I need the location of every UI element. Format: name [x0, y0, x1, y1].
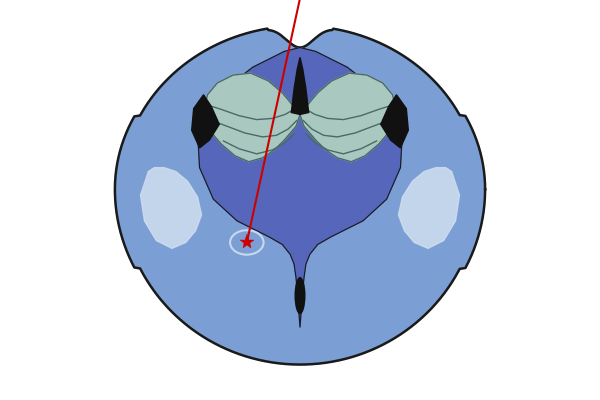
Polygon shape — [140, 168, 202, 248]
Polygon shape — [300, 73, 397, 162]
Polygon shape — [197, 48, 403, 327]
Polygon shape — [381, 95, 409, 148]
Polygon shape — [398, 168, 460, 248]
Polygon shape — [191, 95, 219, 148]
Polygon shape — [115, 29, 485, 364]
Ellipse shape — [295, 277, 305, 314]
Polygon shape — [203, 73, 300, 162]
Polygon shape — [292, 57, 308, 114]
